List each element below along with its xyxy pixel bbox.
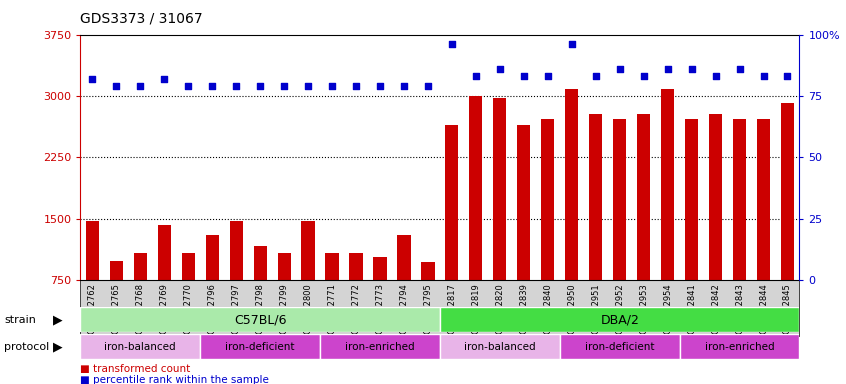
Bar — [85, 220, 99, 280]
Point — [253, 83, 266, 89]
Text: strain: strain — [4, 314, 36, 325]
Bar — [80, 334, 201, 359]
Bar — [229, 220, 243, 280]
Bar — [661, 89, 674, 280]
Bar — [80, 307, 440, 332]
Bar — [254, 246, 266, 280]
Bar — [757, 119, 770, 280]
Bar — [440, 307, 799, 332]
Text: iron-deficient: iron-deficient — [225, 341, 295, 352]
Bar — [110, 262, 123, 280]
Text: ■ transformed count: ■ transformed count — [80, 364, 190, 374]
Text: ▶: ▶ — [53, 313, 63, 326]
Bar — [541, 119, 554, 280]
Point — [709, 73, 722, 79]
Point — [85, 76, 99, 82]
Bar — [560, 334, 679, 359]
Bar — [398, 235, 410, 280]
Point — [301, 83, 315, 89]
Bar — [182, 253, 195, 280]
Bar — [134, 253, 147, 280]
Bar — [709, 114, 722, 280]
Bar — [781, 103, 794, 280]
Point — [109, 83, 124, 89]
Point — [134, 83, 147, 89]
Bar — [679, 334, 799, 359]
Bar — [517, 125, 530, 280]
Point — [373, 83, 387, 89]
Point — [565, 41, 579, 48]
Bar — [277, 253, 291, 280]
Bar — [733, 119, 746, 280]
Text: ■ percentile rank within the sample: ■ percentile rank within the sample — [80, 375, 269, 384]
Bar — [685, 119, 698, 280]
Bar — [301, 220, 315, 280]
Point — [229, 83, 243, 89]
Text: ▶: ▶ — [53, 340, 63, 353]
Point — [397, 83, 410, 89]
Text: iron-enriched: iron-enriched — [345, 341, 415, 352]
Bar — [320, 334, 440, 359]
Point — [157, 76, 171, 82]
Bar — [445, 125, 459, 280]
Text: iron-balanced: iron-balanced — [464, 341, 536, 352]
Bar — [421, 262, 435, 280]
Bar — [589, 114, 602, 280]
Point — [206, 83, 219, 89]
Text: C57BL/6: C57BL/6 — [233, 313, 287, 326]
Bar — [613, 119, 626, 280]
Text: DBA/2: DBA/2 — [601, 313, 639, 326]
Bar — [206, 235, 219, 280]
Point — [445, 41, 459, 48]
Bar — [470, 96, 482, 280]
Bar — [349, 253, 363, 280]
Point — [517, 73, 530, 79]
Point — [469, 73, 482, 79]
Bar — [326, 253, 338, 280]
Bar — [493, 98, 507, 280]
Point — [589, 73, 602, 79]
Point — [277, 83, 291, 89]
Text: protocol: protocol — [4, 341, 49, 352]
Point — [325, 83, 338, 89]
Point — [781, 73, 794, 79]
Point — [661, 66, 674, 72]
Bar — [637, 114, 651, 280]
Bar — [373, 257, 387, 280]
Point — [613, 66, 626, 72]
Text: iron-deficient: iron-deficient — [585, 341, 655, 352]
Point — [684, 66, 698, 72]
Point — [493, 66, 507, 72]
Text: iron-balanced: iron-balanced — [105, 341, 176, 352]
Text: iron-enriched: iron-enriched — [705, 341, 774, 352]
Bar — [440, 334, 560, 359]
Point — [733, 66, 746, 72]
Point — [349, 83, 363, 89]
Bar — [565, 89, 579, 280]
Text: GDS3373 / 31067: GDS3373 / 31067 — [80, 12, 203, 25]
Point — [181, 83, 195, 89]
Bar — [157, 225, 171, 280]
Point — [637, 73, 651, 79]
Point — [756, 73, 770, 79]
Bar — [201, 334, 320, 359]
Point — [541, 73, 554, 79]
Point — [421, 83, 435, 89]
